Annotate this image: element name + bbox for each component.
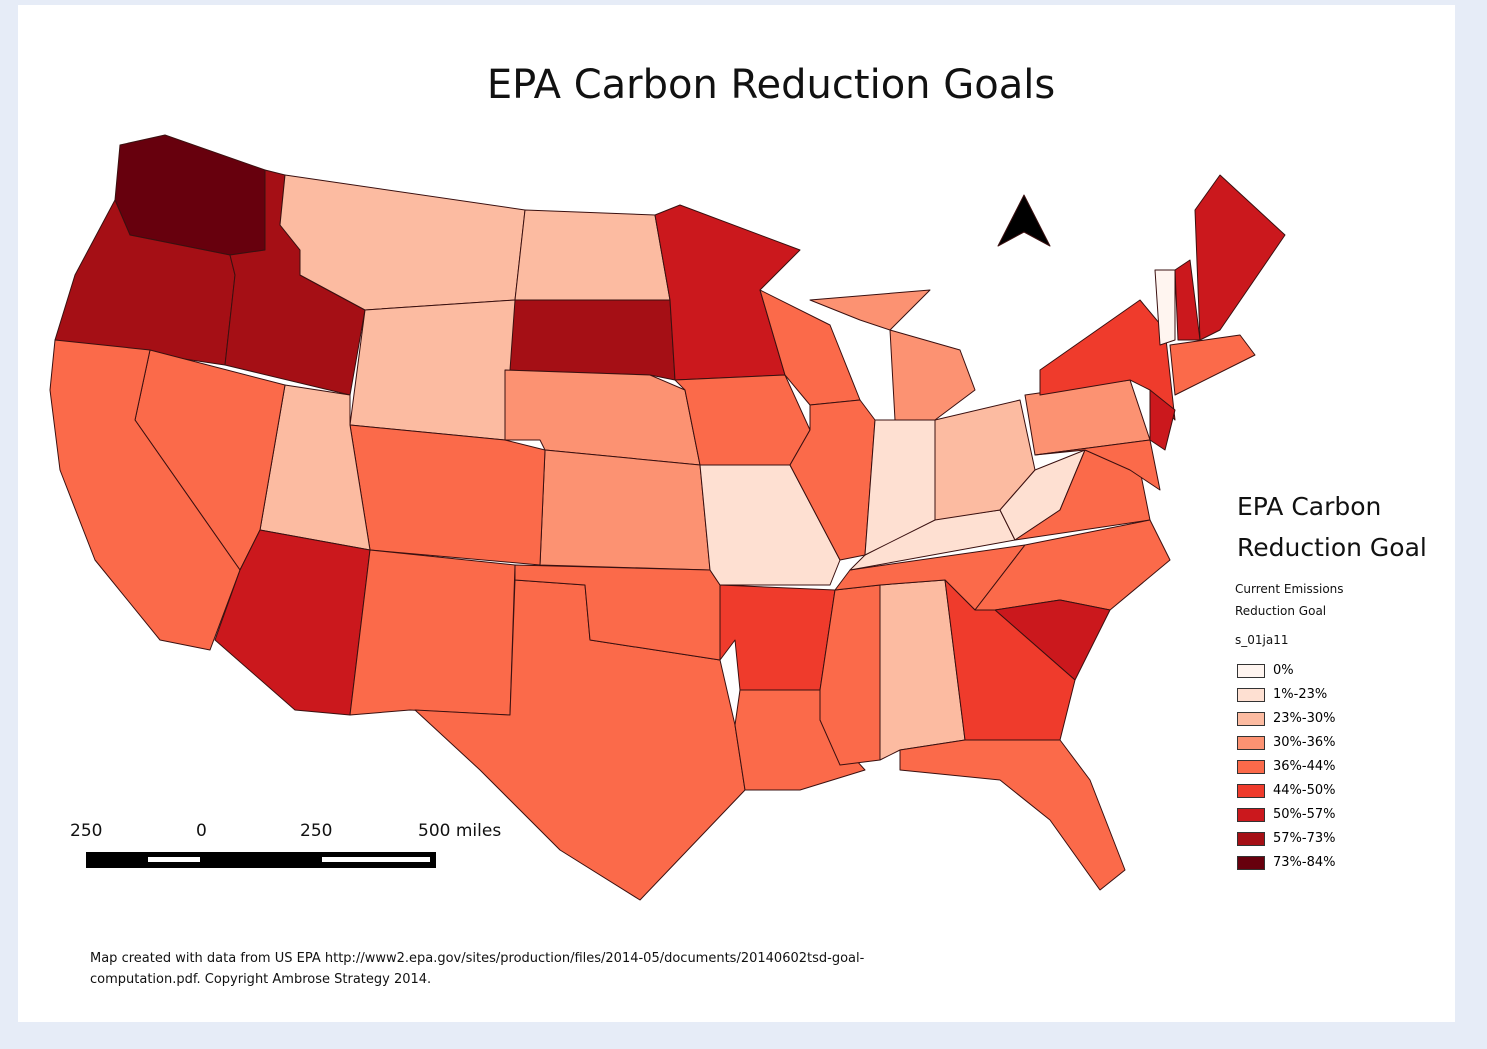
state xyxy=(350,550,515,715)
legend-swatch xyxy=(1237,664,1265,678)
legend-swatch xyxy=(1237,808,1265,822)
legend-item: 36%-44% xyxy=(1237,759,1335,774)
source-note: Map created with data from US EPA http:/… xyxy=(90,948,864,990)
state xyxy=(720,585,835,690)
legend-swatch xyxy=(1237,784,1265,798)
legend-title: EPA Carbon Reduction Goal xyxy=(1237,486,1437,568)
legend-item: 44%-50% xyxy=(1237,783,1335,798)
legend-swatch xyxy=(1237,712,1265,726)
legend-item: 57%-73% xyxy=(1237,831,1335,846)
legend-swatch xyxy=(1237,688,1265,702)
legend-swatch xyxy=(1237,760,1265,774)
state xyxy=(505,300,675,380)
state xyxy=(515,210,670,300)
map-title: EPA Carbon Reduction Goals xyxy=(0,62,1487,108)
scale-label: 0 xyxy=(196,821,207,841)
legend-label: 50%-57% xyxy=(1273,807,1335,822)
legend-swatch xyxy=(1237,832,1265,846)
legend-label: 57%-73% xyxy=(1273,831,1335,846)
source-line: computation.pdf. Copyright Ambrose Strat… xyxy=(90,969,864,990)
legend-label: 30%-36% xyxy=(1273,735,1335,750)
state xyxy=(1170,335,1255,395)
legend-item: 73%-84% xyxy=(1237,855,1335,870)
legend-swatch xyxy=(1237,736,1265,750)
legend-subtitle: Current Emissions Reduction Goal xyxy=(1235,578,1365,622)
scale-label: 250 xyxy=(70,821,102,841)
state xyxy=(1195,175,1285,340)
scale-label: 500 miles xyxy=(418,821,501,841)
legend-swatch xyxy=(1237,856,1265,870)
legend-label: 23%-30% xyxy=(1273,711,1335,726)
state xyxy=(900,740,1125,890)
legend-item: 23%-30% xyxy=(1237,711,1335,726)
state xyxy=(540,450,710,570)
state xyxy=(350,300,515,440)
legend-label: 44%-50% xyxy=(1273,783,1335,798)
scale-bar xyxy=(86,852,436,868)
state xyxy=(1175,260,1200,340)
scale-label: 250 xyxy=(300,821,332,841)
state xyxy=(350,425,545,565)
source-line: Map created with data from US EPA http:/… xyxy=(90,948,864,969)
legend-label: 36%-44% xyxy=(1273,759,1335,774)
legend-label: 1%-23% xyxy=(1273,687,1327,702)
legend-item: 1%-23% xyxy=(1237,687,1327,702)
state xyxy=(890,330,975,420)
states xyxy=(50,135,1285,900)
legend-item: 50%-57% xyxy=(1237,807,1335,822)
legend-label: 73%-84% xyxy=(1273,855,1335,870)
legend-item: 0% xyxy=(1237,663,1294,678)
legend-field: s_01ja11 xyxy=(1235,633,1288,647)
legend-item: 30%-36% xyxy=(1237,735,1335,750)
north-arrow xyxy=(998,195,1050,246)
legend-label: 0% xyxy=(1273,663,1294,678)
page: EPA Carbon Reduction Goals EPA Carbon Re… xyxy=(0,0,1487,1049)
